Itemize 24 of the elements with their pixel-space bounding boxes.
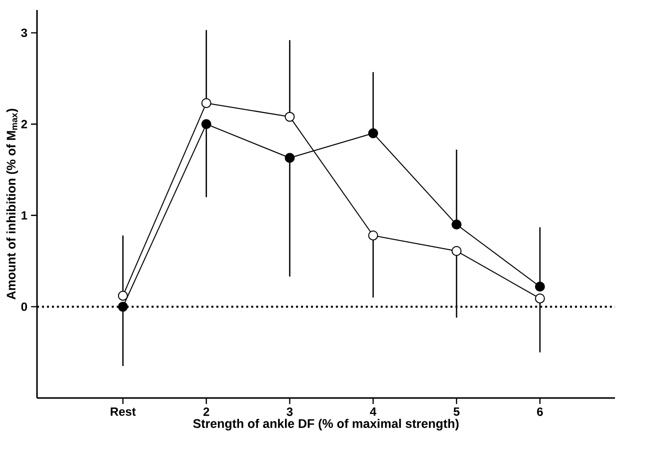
x-tick-label: 6 xyxy=(537,407,543,416)
x-tick-label: 2 xyxy=(203,407,210,416)
point xyxy=(201,98,212,108)
point xyxy=(452,246,462,256)
y-tick-label: 2 xyxy=(21,120,28,128)
point xyxy=(118,290,128,301)
x-tick-label: 5 xyxy=(454,407,460,416)
x-tick-label: Rest xyxy=(110,407,136,416)
y-tick-label: 1 xyxy=(22,211,28,220)
point xyxy=(368,128,378,138)
y-axis-title: Amount of inhibition (% of M$_{max}$) xyxy=(6,108,18,300)
point xyxy=(368,230,378,240)
point xyxy=(201,119,212,130)
point xyxy=(284,112,295,122)
x-tick-label: 3 xyxy=(286,407,293,416)
point xyxy=(534,293,545,304)
point xyxy=(534,282,545,292)
x-axis-title: Strength of ankle DF (% of maximal strength) xyxy=(193,418,459,430)
y-tick-label: 3 xyxy=(21,28,28,38)
point xyxy=(118,302,128,312)
y-tick-label: 0 xyxy=(21,302,28,311)
point xyxy=(284,152,295,163)
x-tick-label: 4 xyxy=(370,407,376,416)
point xyxy=(452,220,462,230)
